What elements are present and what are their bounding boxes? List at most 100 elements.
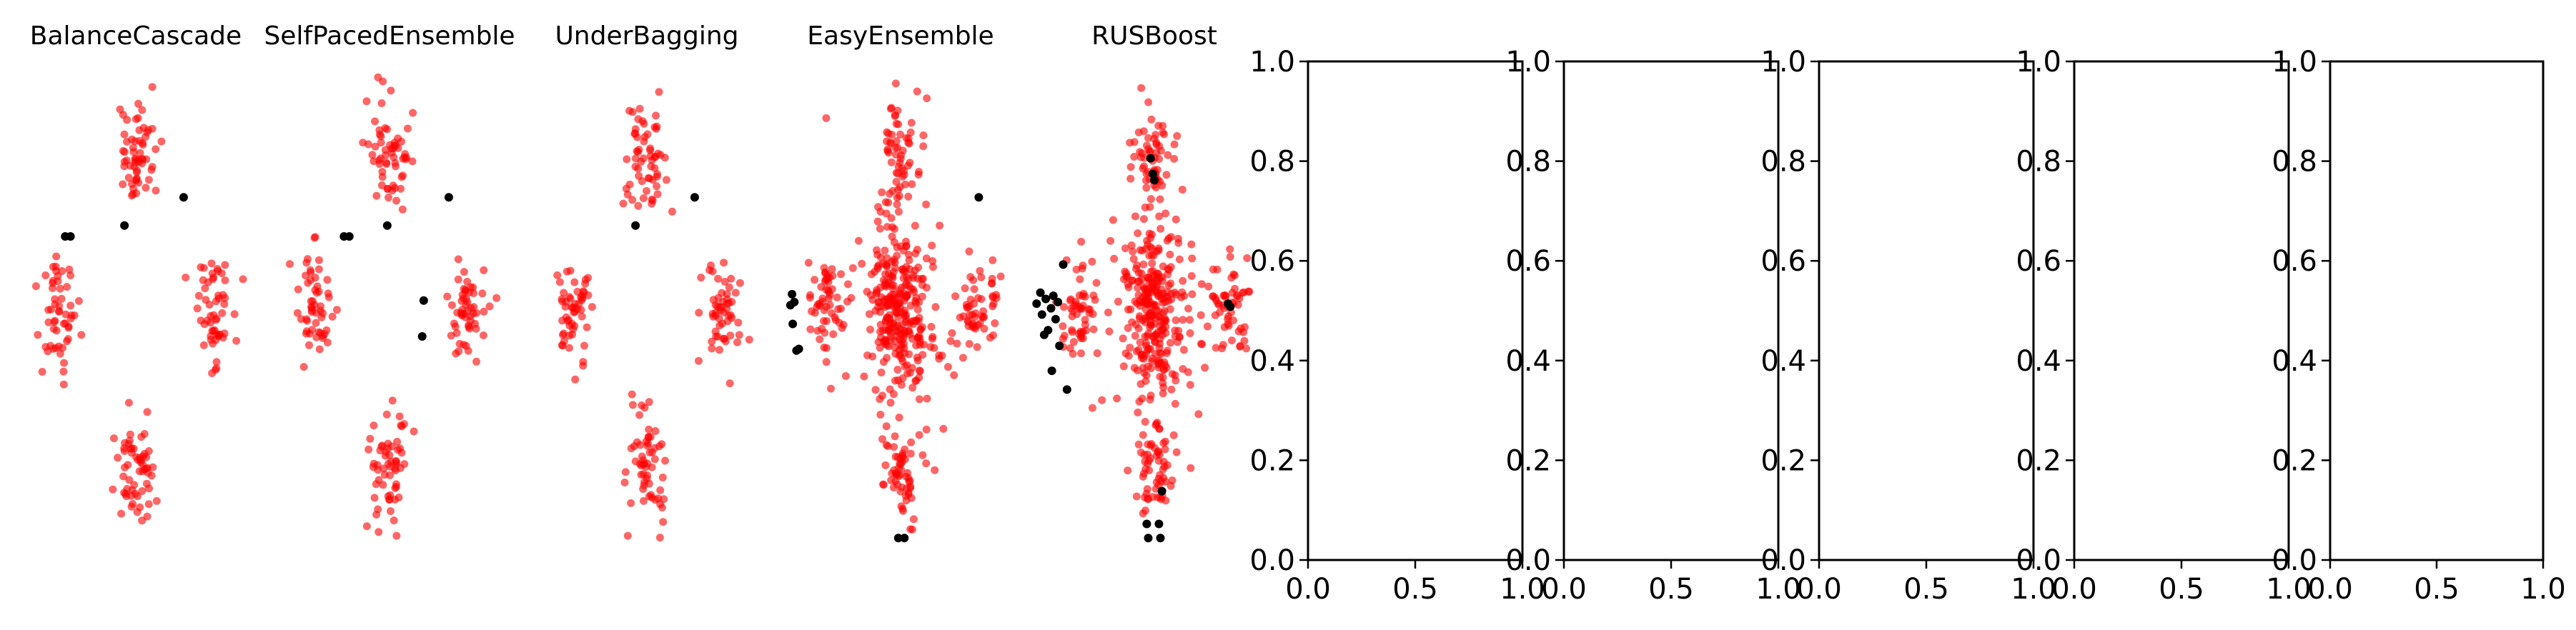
minority-point <box>382 160 391 168</box>
minority-point <box>829 330 838 339</box>
minority-point <box>837 270 845 279</box>
x-tick-label: 0.5 <box>2159 573 2204 606</box>
minority-point <box>980 313 989 321</box>
minority-point <box>1126 344 1134 352</box>
minority-point <box>888 274 897 282</box>
y-tick-label: 0.2 <box>2272 444 2317 477</box>
x-tick-label: 1.0 <box>1755 573 1801 606</box>
minority-point <box>371 142 380 151</box>
minority-point <box>904 275 913 283</box>
minority-point <box>207 259 216 268</box>
minority-point <box>307 303 315 311</box>
minority-point <box>286 260 294 269</box>
minority-point <box>400 460 409 469</box>
minority-point <box>906 482 915 491</box>
minority-point <box>402 155 410 164</box>
minority-point <box>447 301 456 309</box>
minority-point <box>578 312 586 321</box>
minority-point <box>928 241 936 250</box>
minority-point <box>989 302 997 311</box>
minority-point <box>109 485 117 494</box>
minority-point <box>149 463 157 471</box>
minority-point <box>478 289 487 298</box>
minority-point <box>1211 311 1219 319</box>
minority-point <box>377 99 386 107</box>
subplot-title: UnderBagging <box>555 21 738 51</box>
minority-point <box>882 422 891 431</box>
minority-point <box>911 221 919 230</box>
minority-point <box>668 207 676 216</box>
minority-point <box>1164 281 1173 290</box>
subplot-3: UnderBagging <box>553 21 753 542</box>
minority-point <box>888 284 897 293</box>
minority-point <box>871 306 880 315</box>
minority-point <box>879 481 888 489</box>
minority-point <box>919 142 928 151</box>
minority-point <box>194 291 203 300</box>
minority-point <box>891 79 900 88</box>
minority-point <box>931 303 940 311</box>
minority-point <box>726 331 735 340</box>
minority-point <box>656 486 665 494</box>
minority-point <box>305 341 313 349</box>
minority-point <box>157 137 166 146</box>
minority-point <box>1146 323 1154 331</box>
minority-point <box>1070 302 1079 310</box>
minority-point <box>447 331 455 340</box>
minority-point <box>1135 314 1144 323</box>
minority-point <box>915 395 923 404</box>
minority-point <box>837 304 845 313</box>
minority-point <box>1166 250 1174 259</box>
minority-point <box>1059 303 1068 311</box>
minority-point <box>635 171 643 180</box>
minority-point <box>1076 275 1084 284</box>
minority-point <box>878 435 886 444</box>
minority-point <box>119 111 127 119</box>
minority-point <box>816 335 824 344</box>
minority-point <box>1159 389 1167 398</box>
minority-point <box>903 369 911 378</box>
minority-point <box>553 271 562 279</box>
minority-point <box>923 394 931 403</box>
minority-point <box>583 323 591 331</box>
majority-point <box>1041 294 1051 304</box>
minority-point <box>715 346 723 354</box>
minority-point <box>914 274 922 283</box>
majority-point <box>1059 260 1068 269</box>
minority-point <box>136 149 144 157</box>
minority-point <box>135 126 144 134</box>
minority-point <box>461 313 470 321</box>
minority-point <box>1124 466 1132 475</box>
minority-point <box>74 296 83 305</box>
minority-point <box>644 174 653 182</box>
minority-point <box>897 502 906 511</box>
minority-point <box>821 329 829 337</box>
minority-point <box>148 124 157 133</box>
subplot-2: SelfPacedEnsemble <box>264 21 515 540</box>
minority-point <box>895 414 903 421</box>
minority-point <box>56 284 64 293</box>
minority-point <box>59 367 68 376</box>
minority-point <box>866 325 874 334</box>
minority-point <box>989 256 997 264</box>
minority-point <box>397 449 406 457</box>
minority-point <box>323 276 332 284</box>
minority-point <box>109 434 118 443</box>
minority-point <box>374 466 382 474</box>
minority-point <box>1147 115 1156 124</box>
minority-point <box>881 246 889 255</box>
minority-point <box>303 316 312 325</box>
minority-point <box>646 146 655 154</box>
minority-point <box>640 478 649 486</box>
minority-point <box>909 515 918 524</box>
minority-point <box>965 340 974 348</box>
minority-point <box>398 205 407 214</box>
minority-point <box>389 181 397 190</box>
minority-point <box>1143 141 1151 150</box>
minority-point <box>203 316 212 325</box>
minority-point <box>142 184 150 192</box>
y-tick-label: 0.8 <box>1249 146 1295 179</box>
minority-point <box>922 254 931 263</box>
minority-point <box>1188 254 1197 263</box>
minority-point <box>1161 445 1169 454</box>
